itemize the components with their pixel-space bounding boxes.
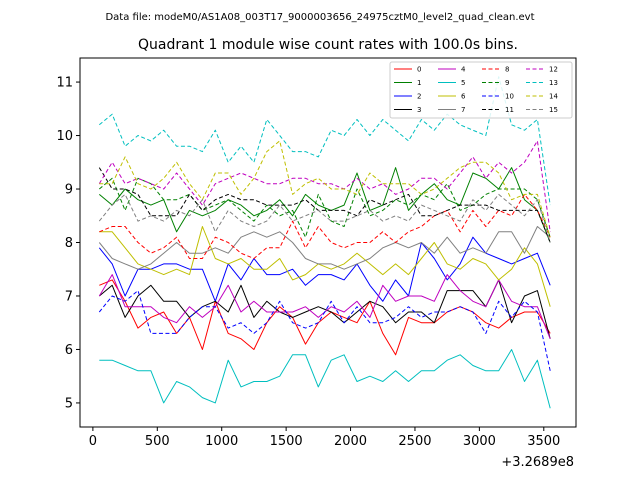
x-tick-label: 2500 xyxy=(398,434,431,449)
y-tick-label: 8 xyxy=(65,236,73,251)
series-line-9 xyxy=(98,177,551,238)
y-tick-label: 5 xyxy=(65,396,73,411)
series-layer xyxy=(98,76,551,409)
series-line-14 xyxy=(99,140,551,238)
legend-label-2: 2 xyxy=(417,93,421,101)
y-tick-label: 10 xyxy=(56,129,73,144)
x-tick-label: 1000 xyxy=(205,434,238,449)
legend-label-3: 3 xyxy=(417,106,421,114)
series-line-2 xyxy=(98,236,551,302)
series-line-13 xyxy=(98,76,551,206)
legend-label-11: 11 xyxy=(505,106,514,114)
x-tick-label: 500 xyxy=(145,434,170,449)
x-tick-label: 0 xyxy=(89,434,97,449)
x-tick-label: 3500 xyxy=(527,434,560,449)
suptitle: Data file: modeM0/AS1A08_003T17_90000036… xyxy=(105,12,534,23)
legend-label-1: 1 xyxy=(417,79,421,87)
x-tick-label: 2000 xyxy=(334,434,367,449)
series-line-11 xyxy=(98,167,551,243)
legend-label-10: 10 xyxy=(505,93,514,101)
x-tick-label: 1500 xyxy=(270,434,303,449)
y-tick-label: 7 xyxy=(65,289,73,304)
series-line-15 xyxy=(98,193,551,243)
series-line-0 xyxy=(99,279,551,356)
legend-label-12: 12 xyxy=(549,66,558,74)
series-line-7 xyxy=(98,226,551,270)
legend-label-13: 13 xyxy=(549,79,558,87)
x-tick-label: 3000 xyxy=(463,434,496,449)
y-tick-label: 9 xyxy=(65,183,73,198)
x-offset-label: +3.2689e8 xyxy=(501,455,574,470)
legend-label-14: 14 xyxy=(549,93,558,101)
legend-label-4: 4 xyxy=(461,66,466,74)
series-line-1 xyxy=(98,167,551,243)
legend-label-5: 5 xyxy=(461,79,465,87)
y-tick-label: 6 xyxy=(65,343,73,358)
series-line-10 xyxy=(98,290,551,371)
series-line-6 xyxy=(99,226,551,307)
series-line-8 xyxy=(99,193,551,259)
legend-label-15: 15 xyxy=(549,106,558,114)
legend-label-8: 8 xyxy=(505,66,509,74)
chart-title: Quadrant 1 module wise count rates with … xyxy=(138,37,518,53)
legend-label-6: 6 xyxy=(461,93,466,101)
legend-label-0: 0 xyxy=(417,66,421,74)
legend-box xyxy=(389,61,573,119)
series-line-3 xyxy=(98,279,551,339)
legend-label-7: 7 xyxy=(461,106,465,114)
ticks-layer: 0 500 1000 1500 2000 2500 3000 3500 5 6 7 8 9 10 11 xyxy=(56,76,560,449)
y-tick-label: 11 xyxy=(56,76,73,91)
series-line-5 xyxy=(99,349,551,409)
legend-label-9: 9 xyxy=(505,79,509,87)
plot-area xyxy=(80,58,576,427)
